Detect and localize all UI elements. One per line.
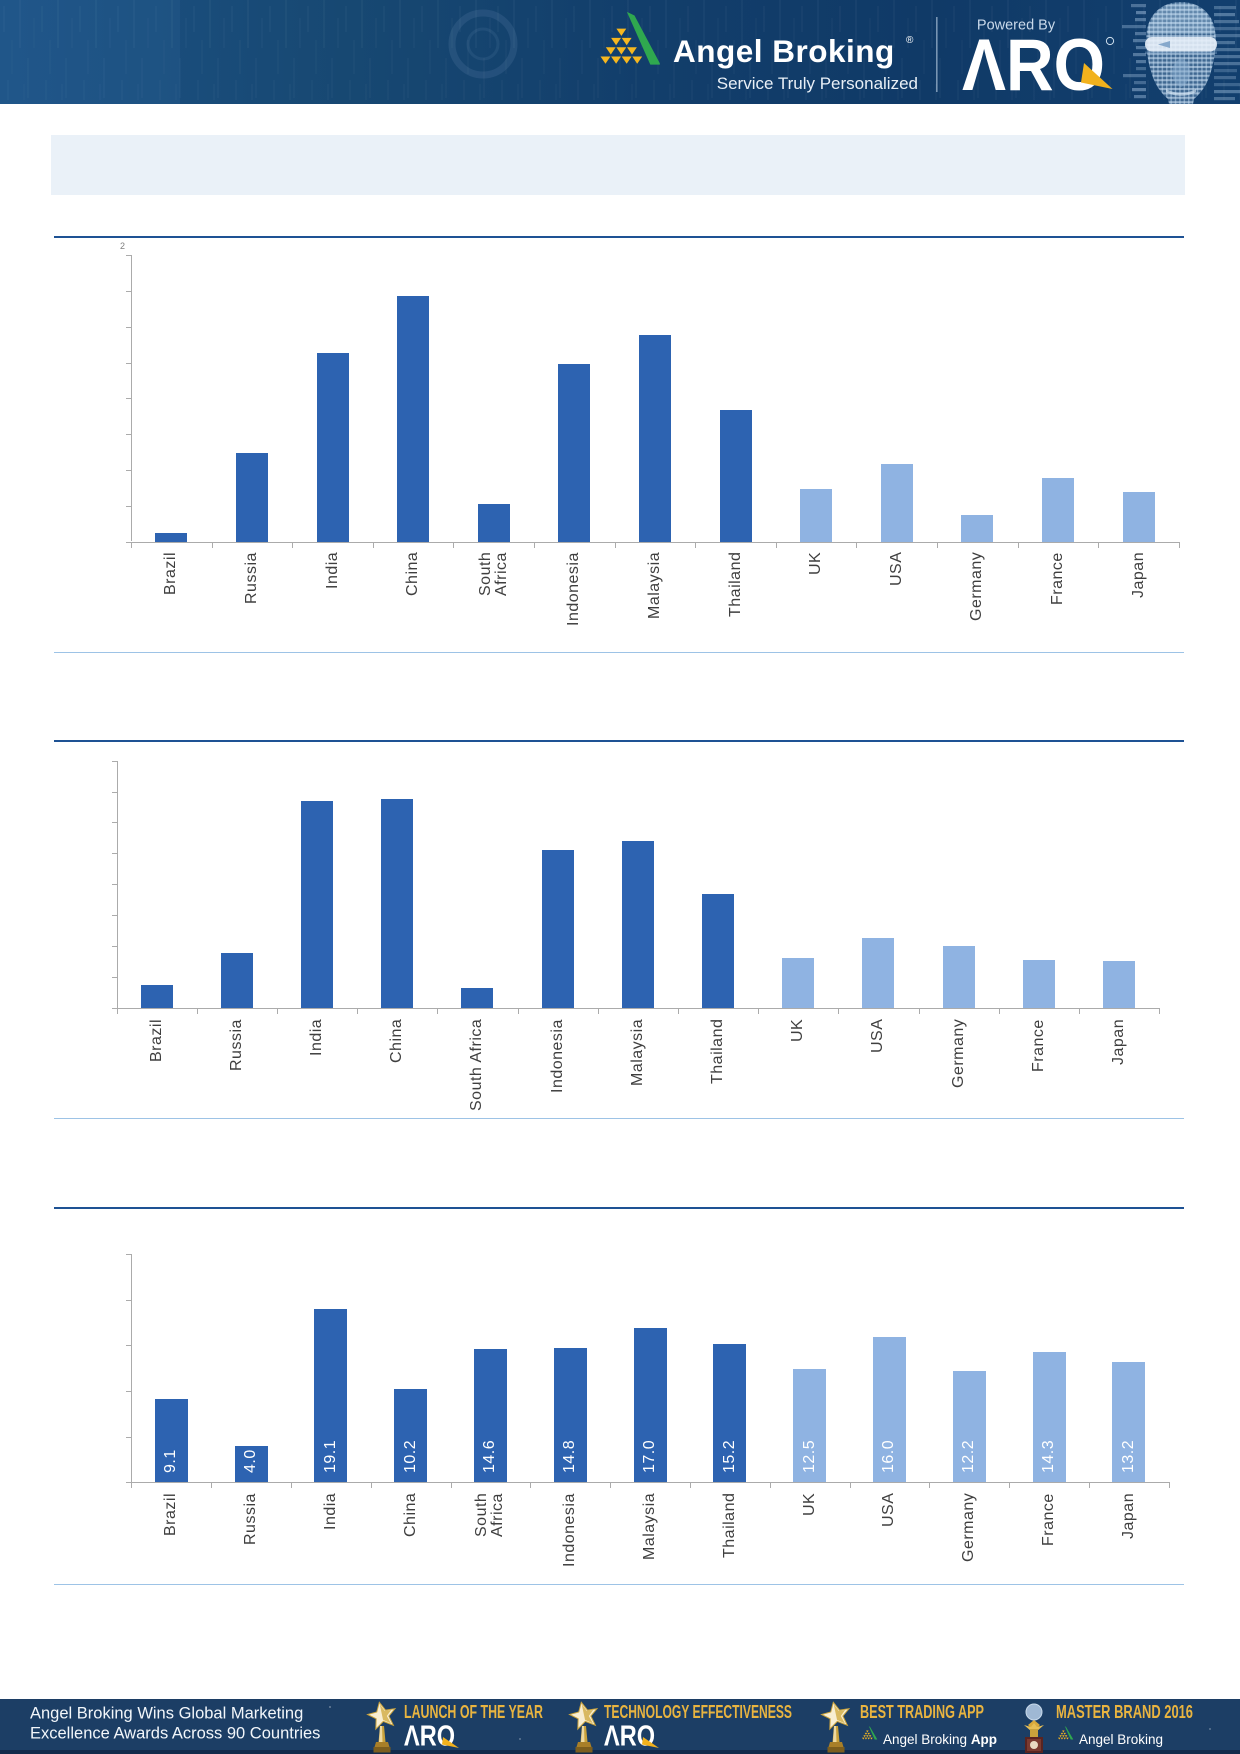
svg-text:MASTER BRAND 2016: MASTER BRAND 2016 [1056, 1701, 1193, 1722]
svg-text:LAUNCH OF THE YEAR: LAUNCH OF THE YEAR [404, 1701, 543, 1722]
svg-text:Angel Broking App: Angel Broking App [883, 1732, 997, 1747]
svg-text:ΛRO: ΛRO [604, 1721, 655, 1753]
svg-text:Powered By: Powered By [977, 18, 1056, 34]
svg-text:Excellence Awards Across 90 Co: Excellence Awards Across 90 Countries [30, 1725, 320, 1743]
svg-text:Service Truly Personalized: Service Truly Personalized [717, 74, 918, 93]
svg-text:BEST TRADING APP: BEST TRADING APP [860, 1701, 984, 1722]
svg-text:Angel Broking Wins Global Mark: Angel Broking Wins Global Marketing [30, 1705, 303, 1723]
svg-text:ΛRO: ΛRO [962, 25, 1105, 104]
svg-text:Angel Broking: Angel Broking [1079, 1732, 1163, 1747]
svg-text:Angel Broking: Angel Broking [673, 33, 895, 69]
svg-text:ΛRO: ΛRO [404, 1721, 455, 1753]
svg-text:TECHNOLOGY EFFECTIVENESS: TECHNOLOGY EFFECTIVENESS [604, 1701, 792, 1722]
svg-text:®: ® [906, 35, 914, 46]
